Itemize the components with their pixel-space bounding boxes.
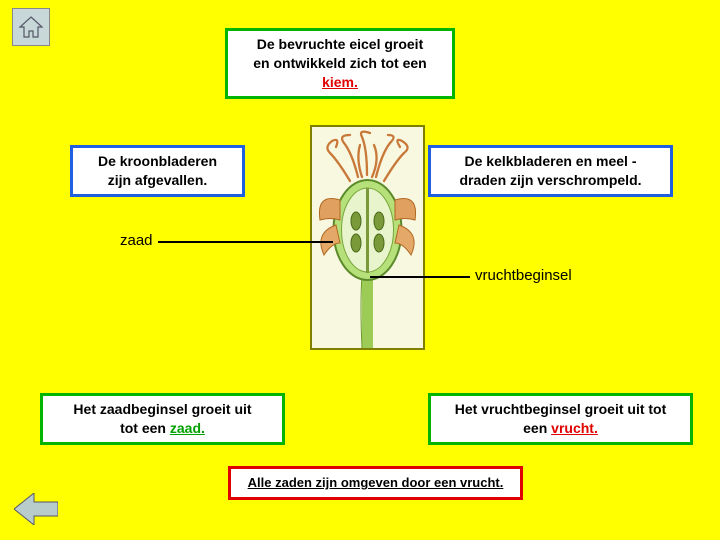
box-top-line2: en ontwikkeld zich tot een — [253, 55, 426, 71]
box-right-mid-line2: draden zijn verschrompeld. — [459, 172, 641, 188]
box-right-mid: De kelkbladeren en meel - draden zijn ve… — [428, 145, 673, 197]
label-vruchtbeginsel-text: vruchtbeginsel — [475, 267, 572, 284]
back-button[interactable] — [14, 493, 58, 530]
leader-zaad — [158, 241, 333, 243]
label-zaad-text: zaad — [120, 232, 153, 249]
home-icon — [18, 14, 44, 40]
box-right-bottom-line2: een — [523, 420, 551, 436]
flower-illustration — [310, 125, 425, 350]
box-left-mid-line1: De kroonbladeren — [98, 153, 217, 169]
box-top-line1: De bevruchte eicel groeit — [257, 36, 424, 52]
box-top-keyword: kiem. — [322, 74, 358, 90]
box-right-mid-line1: De kelkbladeren en meel - — [465, 153, 637, 169]
label-vruchtbeginsel: vruchtbeginsel — [475, 267, 572, 284]
box-left-bottom: Het zaadbeginsel groeit uit tot een zaad… — [40, 393, 285, 445]
home-button[interactable] — [12, 8, 50, 46]
box-right-bottom-line1: Het vruchtbeginsel groeit uit tot — [455, 401, 667, 417]
box-left-mid: De kroonbladeren zijn afgevallen. — [70, 145, 245, 197]
box-left-mid-line2: zijn afgevallen. — [108, 172, 208, 188]
box-top: De bevruchte eicel groeit en ontwikkeld … — [225, 28, 455, 99]
box-left-bottom-line2: tot een — [120, 420, 170, 436]
box-left-bottom-line1: Het zaadbeginsel groeit uit — [73, 401, 251, 417]
box-right-bottom-keyword: vrucht. — [551, 420, 598, 436]
box-footer-text: Alle zaden zijn omgeven door een vrucht. — [248, 475, 504, 490]
arrow-left-icon — [14, 493, 58, 525]
label-zaad: zaad — [120, 232, 153, 249]
box-right-bottom: Het vruchtbeginsel groeit uit tot een vr… — [428, 393, 693, 445]
box-left-bottom-keyword: zaad. — [170, 420, 205, 436]
box-footer: Alle zaden zijn omgeven door een vrucht. — [228, 466, 523, 500]
leader-vruchtbeginsel — [370, 276, 470, 278]
